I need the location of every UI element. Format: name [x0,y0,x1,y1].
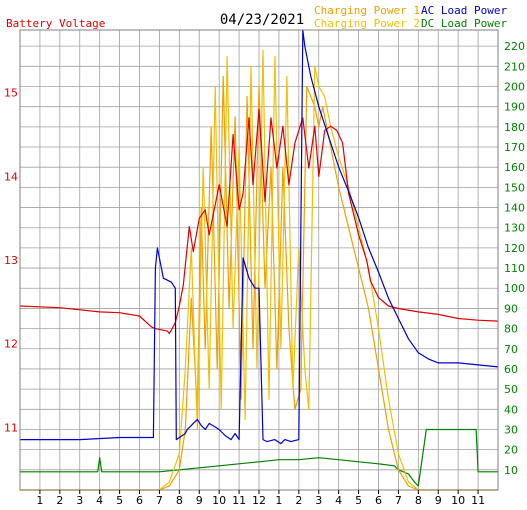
x-axis-ticks: 1 2 3 4 5 6 7 8 9 10 11 12 1 2 3 4 5 6 7 8 9 10 11 [36,490,485,507]
x-tick-label: 10 [451,494,465,507]
series-line-charging-power-1 [20,75,498,491]
right-tick-label: 10 [504,464,518,477]
x-tick-label: 2 [295,494,302,507]
right-tick-label: 110 [504,262,525,275]
right-tick-label: 60 [504,363,518,376]
x-tick-label: 10 [212,494,226,507]
right-tick-label: 180 [504,121,525,134]
legend-charging-power-1: Charging Power 1 [314,4,420,17]
right-tick-label: 120 [504,242,525,255]
x-tick-label: 6 [136,494,143,507]
x-tick-label: 3 [76,494,83,507]
right-tick-label: 150 [504,181,525,194]
right-tick-label: 210 [504,60,525,73]
x-tick-label: 11 [232,494,246,507]
right-tick-label: 100 [504,282,525,295]
right-axis-ticks: 10 20 30 40 50 60 70 80 90 100 110 120 130 140 150 160 1… [504,40,525,477]
x-tick-label: 8 [415,494,422,507]
right-tick-label: 50 [504,383,518,396]
x-tick-label: 9 [196,494,203,507]
right-tick-label: 70 [504,343,518,356]
left-tick-label: 15 [4,87,18,100]
x-tick-label: 9 [435,494,442,507]
left-axis-ticks: 11 12 13 14 15 [4,87,18,435]
right-tick-label: 20 [504,444,518,457]
right-tick-label: 140 [504,202,525,215]
x-tick-label: 5 [355,494,362,507]
x-tick-label: 2 [56,494,63,507]
x-tick-label: 1 [275,494,282,507]
right-tick-label: 30 [504,423,518,436]
x-tick-label: 5 [116,494,123,507]
right-tick-label: 170 [504,141,525,154]
series-line-ac-load-power [20,29,499,445]
right-tick-label: 190 [504,101,525,114]
left-tick-label: 11 [4,421,18,434]
x-tick-label: 3 [315,494,322,507]
x-tick-label: 11 [471,494,485,507]
x-tick-label: 1 [36,494,43,507]
right-tick-label: 80 [504,323,518,336]
chart-date: 04/23/2021 [220,12,304,28]
x-tick-label: 7 [156,494,163,507]
x-tick-label: 4 [335,494,342,507]
x-tick-label: 4 [96,494,103,507]
legend-charging-power-2: Charging Power 2 [314,17,420,30]
legend-dc-load-power: DC Load Power [421,17,507,30]
series-line-charging-power-2 [20,49,498,491]
series-layer [19,29,499,491]
right-tick-label: 90 [504,302,518,315]
x-tick-label: 6 [375,494,382,507]
right-tick-label: 40 [504,403,518,416]
right-tick-label: 160 [504,161,525,174]
left-tick-label: 13 [4,254,18,267]
legend-ac-load-power: AC Load Power [421,4,507,17]
right-tick-label: 200 [504,80,525,93]
left-tick-label: 12 [4,338,18,351]
x-tick-label: 7 [395,494,402,507]
series-line-dc-load-power [20,428,498,487]
right-tick-label: 130 [504,222,525,235]
left-tick-label: 14 [4,170,18,183]
series-line-battery-voltage [19,108,499,335]
x-tick-label: 12 [252,494,266,507]
right-tick-label: 220 [504,40,525,53]
x-tick-label: 8 [176,494,183,507]
left-axis-title: Battery Voltage [6,17,105,30]
